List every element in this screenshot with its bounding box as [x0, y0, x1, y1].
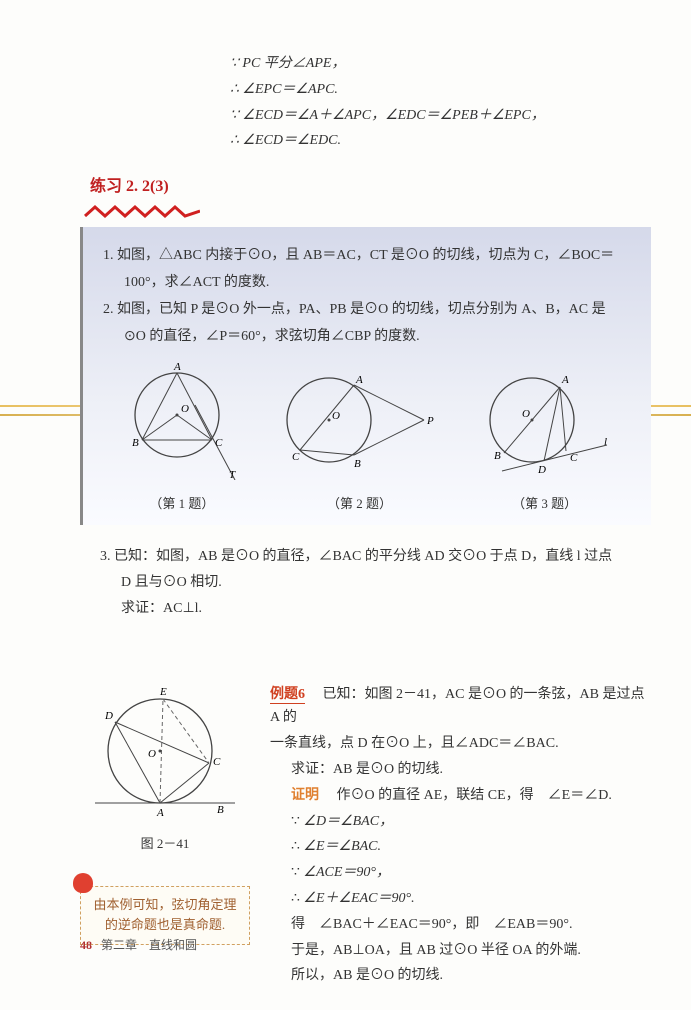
exercise-3-line2: D 且与⊙O 相切.	[100, 571, 651, 595]
svg-text:C: C	[215, 437, 223, 449]
proof-step: 于是，AB⊥OA，且 AB 过⊙O 半径 OA 的外端.	[270, 939, 651, 963]
proof-step: ∠ACE＝90°，	[270, 861, 651, 885]
prove-label: 证明	[291, 788, 319, 803]
example-ask: 求证：AB 是⊙O 的切线.	[270, 758, 651, 782]
figure-3: A B C D O l （第 3 题）	[472, 365, 617, 515]
proof-step: ∠E＝∠BAC.	[270, 835, 651, 859]
page-footer: 48 第二章 直线和圆	[80, 935, 197, 955]
proof-step: 得 ∠BAC＋∠EAC＝90°，即 ∠EAB＝90°.	[270, 913, 651, 937]
proof-line: ∠ECD＝∠EDC.	[230, 129, 651, 153]
figure-2-41-svg: A B C D E O	[85, 681, 245, 821]
example-label: 例题6	[270, 687, 305, 704]
example-intro-1: 例题6 已知：如图 2－41，AC 是⊙O 的一条弦，AB 是过点 A 的	[270, 683, 651, 731]
figure-3-svg: A B C D O l	[472, 365, 617, 480]
figure-1-caption: （第 1 题）	[117, 493, 247, 515]
svg-text:l: l	[604, 436, 607, 448]
figure-3-caption: （第 3 题）	[472, 493, 617, 515]
proof-step: 所以，AB 是⊙O 的切线.	[270, 964, 651, 988]
example-right-column: 例题6 已知：如图 2－41，AC 是⊙O 的一条弦，AB 是过点 A 的 一条…	[270, 681, 651, 991]
exercise-3-line1: 3. 已知：如图，AB 是⊙O 的直径，∠BAC 的平分线 AD 交⊙O 于点 …	[100, 545, 651, 569]
exercise-box: 1. 如图，△ABC 内接于⊙O，且 AB＝AC，CT 是⊙O 的切线，切点为 …	[80, 227, 651, 525]
figures-row: A B C O T （第 1 题） A B	[103, 360, 631, 515]
example-prove-line: 证明 作⊙O 的直径 AE，联结 CE，得 ∠E＝∠D.	[270, 784, 651, 808]
svg-text:A: A	[561, 374, 569, 386]
svg-text:A: A	[156, 807, 164, 819]
exercise-3-line3: 求证：AC⊥l.	[100, 597, 651, 621]
zigzag-icon	[80, 204, 200, 218]
exercise-1-line1: 1. 如图，△ABC 内接于⊙O，且 AB＝AC，CT 是⊙O 的切线，切点为 …	[103, 244, 631, 268]
example-intro-2: 一条直线，点 D 在⊙O 上，且∠ADC＝∠BAC.	[270, 732, 651, 756]
exercise-1-line2: 100°，求∠ACT 的度数.	[103, 271, 631, 295]
svg-text:T: T	[229, 469, 236, 480]
svg-text:D: D	[104, 710, 113, 722]
bulb-icon	[73, 873, 93, 893]
svg-text:B: B	[494, 450, 501, 462]
svg-text:O: O	[181, 403, 189, 415]
figure-1: A B C O T （第 1 题）	[117, 360, 247, 515]
svg-text:C: C	[213, 756, 221, 768]
svg-text:C: C	[292, 451, 300, 463]
margin-note-text: 由本例可知，弦切角定理的逆命题也是真命题.	[93, 897, 236, 933]
svg-text:B: B	[354, 458, 361, 470]
figure-1-svg: A B C O T	[117, 360, 247, 480]
example-left-column: A B C D E O 图 2－41 由本例可知，弦切角定理的逆命题也是真命题.	[80, 681, 250, 945]
svg-text:B: B	[217, 804, 224, 816]
svg-text:B: B	[132, 437, 139, 449]
proof-line: PC 平分∠APE，	[230, 52, 651, 76]
prove-first: 作⊙O 的直径 AE，联结 CE，得 ∠E＝∠D.	[337, 788, 612, 803]
figure-2-caption: （第 2 题）	[274, 493, 444, 515]
svg-text:E: E	[159, 686, 167, 698]
figure-2-41-caption: 图 2－41	[80, 833, 250, 855]
svg-text:A: A	[173, 361, 181, 373]
svg-text:P: P	[426, 415, 434, 427]
svg-text:A: A	[355, 374, 363, 386]
example-intro-text-a: 已知：如图 2－41，AC 是⊙O 的一条弦，AB 是过点 A 的	[270, 687, 645, 726]
exercise-2-line1: 2. 如图，已知 P 是⊙O 外一点，PA、PB 是⊙O 的切线，切点分别为 A…	[103, 298, 631, 322]
svg-text:O: O	[332, 410, 340, 422]
page-content: PC 平分∠APE， ∠EPC＝∠APC. ∠ECD＝∠A＋∠APC，∠EDC＝…	[0, 0, 691, 1010]
prior-proof-block: PC 平分∠APE， ∠EPC＝∠APC. ∠ECD＝∠A＋∠APC，∠EDC＝…	[230, 52, 651, 153]
figure-2: A B C O P （第 2 题）	[274, 365, 444, 515]
proof-line: ∠ECD＝∠A＋∠APC，∠EDC＝∠PEB＋∠EPC，	[230, 104, 651, 128]
svg-text:O: O	[148, 748, 156, 760]
svg-text:C: C	[570, 452, 578, 464]
svg-text:D: D	[537, 464, 546, 476]
page-number: 48	[80, 938, 92, 952]
proof-line: ∠EPC＝∠APC.	[230, 78, 651, 102]
proof-step: ∠D＝∠BAC，	[270, 810, 651, 834]
figure-2-svg: A B C O P	[274, 365, 444, 480]
proof-step: ∠E＋∠EAC＝90°.	[270, 887, 651, 911]
section-title: 练习 2. 2(3)	[90, 173, 651, 200]
exercise-2-line2: ⊙O 的直径，∠P＝60°，求弦切角∠CBP 的度数.	[103, 325, 631, 349]
svg-text:O: O	[522, 408, 530, 420]
chapter-title: 第二章 直线和圆	[101, 938, 197, 952]
exercise-3: 3. 已知：如图，AB 是⊙O 的直径，∠BAC 的平分线 AD 交⊙O 于点 …	[100, 545, 651, 620]
